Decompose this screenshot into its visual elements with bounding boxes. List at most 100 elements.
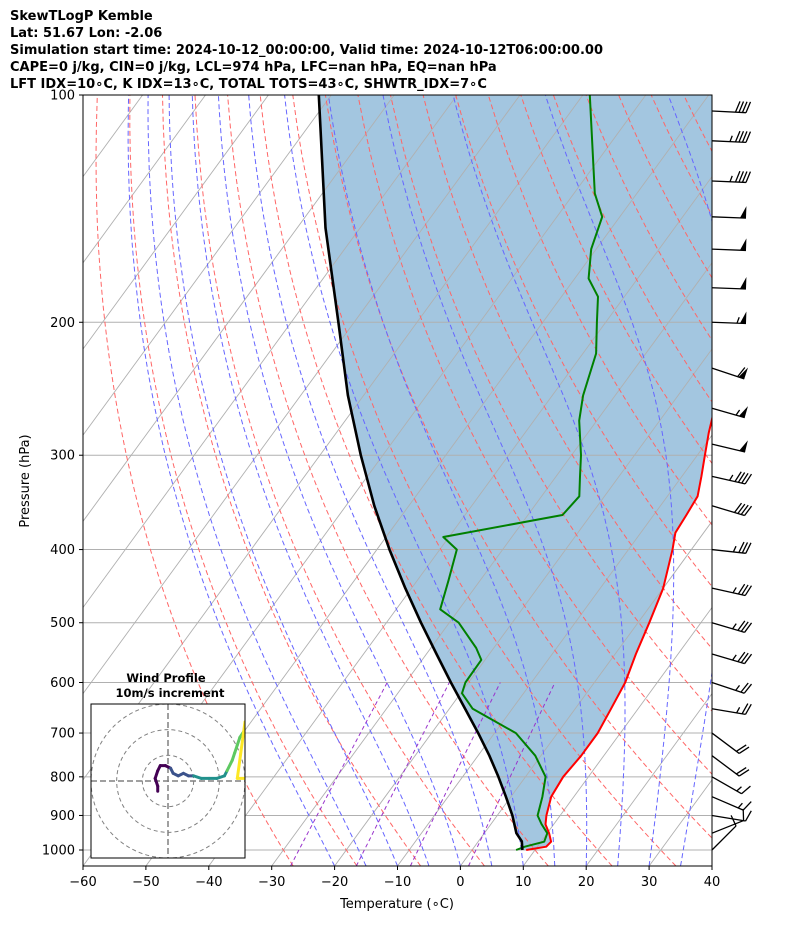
- hodograph-segment: [225, 758, 234, 773]
- wind-barb: [711, 732, 750, 754]
- moist-adiabat: [127, 95, 336, 866]
- dry-adiabat: [357, 95, 712, 775]
- wind-barb: [711, 471, 753, 485]
- isotherm: [83, 95, 332, 436]
- wind-barb: [711, 681, 753, 694]
- hodograph-segment: [235, 720, 245, 780]
- dry-adiabat: [227, 95, 549, 866]
- time-line: Simulation start time: 2024-10-12_00:00:…: [10, 43, 603, 58]
- moist-adiabat: [217, 95, 461, 866]
- indices-line-1: CAPE=0 j/kg, CIN=0 j/kg, LCL=974 hPa, LF…: [10, 60, 497, 75]
- wind-barb: [711, 101, 752, 114]
- x-tick-label: −40: [195, 875, 222, 890]
- moist-adiabat: [284, 95, 524, 866]
- wind-barb: [711, 651, 753, 665]
- dry-adiabat: [259, 95, 613, 866]
- dry-adiabat: [390, 95, 712, 712]
- wind-barb: [711, 406, 748, 419]
- indices-line-2: LFT IDX=10∘C, K IDX=13∘C, TOTAL TOTS=43∘…: [10, 77, 487, 92]
- dry-adiabat: [749, 95, 794, 866]
- wind-barb: [711, 810, 752, 822]
- y-tick-label: 500: [50, 616, 75, 631]
- moist-adiabat: [168, 95, 398, 866]
- isotherm: [522, 606, 712, 866]
- y-tick-label: 300: [50, 449, 75, 464]
- dry-adiabat: [455, 95, 712, 588]
- chart-header: SkewTLogP Kemble Lat: 51.67 Lon: -2.06 S…: [10, 8, 603, 93]
- moist-adiabat: [191, 95, 430, 866]
- x-tick-label: 20: [578, 875, 595, 890]
- moist-adiabat: [248, 95, 493, 866]
- mixing-ratio-line: [468, 682, 556, 866]
- x-tick-label: 30: [641, 875, 658, 890]
- x-tick-label: −20: [321, 875, 348, 890]
- y-tick-label: 900: [50, 809, 75, 824]
- isotherm: [83, 95, 206, 264]
- x-tick-label: 40: [704, 875, 721, 890]
- x-tick-label: −30: [258, 875, 285, 890]
- mixing-ratio-line: [355, 682, 450, 866]
- y-tick-label: 1000: [42, 844, 75, 859]
- mixing-ratio-line: [409, 682, 501, 866]
- isotherm: [208, 175, 712, 866]
- moist-adiabat: [452, 95, 626, 866]
- wind-barb: [711, 703, 752, 715]
- wind-barb: [711, 276, 747, 290]
- x-tick-label: −60: [69, 875, 96, 890]
- mixing-ratio-line: [290, 682, 388, 866]
- dewpoint-line: [439, 95, 604, 851]
- wind-barb: [711, 440, 748, 453]
- wind-barb: [711, 808, 745, 834]
- dry-adiabat: [129, 95, 358, 866]
- isotherm: [271, 262, 712, 866]
- isotherm: [83, 95, 521, 695]
- wind-barb: [711, 815, 737, 851]
- dry-adiabat: [292, 95, 677, 866]
- moist-adiabat: [147, 95, 367, 866]
- x-tick-label: −10: [384, 875, 411, 890]
- temperature-line: [526, 414, 712, 851]
- isotherm: [0, 95, 17, 866]
- wind-barb: [711, 311, 747, 325]
- wind-barb: [711, 755, 750, 777]
- chart-title: SkewTLogP Kemble: [10, 9, 153, 24]
- x-axis-label: Temperature (∘C): [339, 897, 454, 912]
- isotherm: [0, 95, 80, 866]
- moist-adiabat: [711, 863, 712, 866]
- cape-cin-shading: [318, 95, 712, 850]
- x-tick-label: 0: [456, 875, 464, 890]
- isotherm: [334, 348, 712, 866]
- y-tick-label: 600: [50, 676, 75, 691]
- y-tick-label: 100: [50, 89, 75, 104]
- isotherm: [585, 692, 712, 866]
- location-line: Lat: 51.67 Lon: -2.06: [10, 26, 163, 41]
- wind-barb: [711, 541, 752, 554]
- wind-barb: [711, 130, 752, 144]
- wind-barb: [711, 206, 747, 219]
- x-tick-label: −50: [132, 875, 159, 890]
- dry-adiabat: [162, 95, 422, 866]
- dry-adiabat: [324, 95, 712, 839]
- isotherm: [83, 95, 269, 350]
- isotherm: [397, 434, 712, 866]
- y-tick-label: 800: [50, 770, 75, 785]
- isotherm: [83, 95, 458, 609]
- y-tick-label: 700: [50, 727, 75, 742]
- wind-barb: [711, 502, 753, 517]
- wind-barb: [711, 796, 752, 811]
- dry-adiabat: [782, 95, 794, 866]
- inset-frame: [90, 703, 246, 859]
- isotherm: [460, 520, 712, 866]
- wind-barb: [711, 367, 749, 380]
- wind-barb: [711, 620, 753, 633]
- wind-barb: [711, 583, 753, 597]
- dry-adiabat: [194, 95, 485, 866]
- parcel-line: [317, 95, 524, 851]
- moist-adiabat: [327, 95, 556, 866]
- wind-barb: [711, 238, 747, 252]
- y-tick-label: 400: [50, 543, 75, 558]
- inset-title: Wind Profile: [126, 671, 206, 685]
- isotherm: [83, 95, 395, 523]
- dry-adiabat: [487, 95, 712, 526]
